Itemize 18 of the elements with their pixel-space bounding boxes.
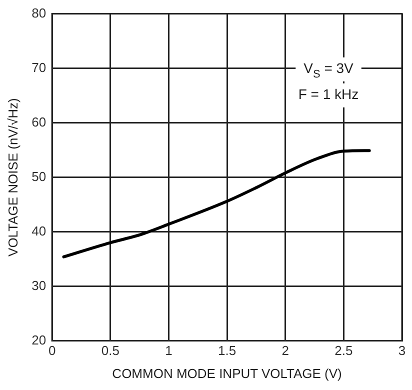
y-tick-label: 50 bbox=[32, 168, 46, 184]
x-axis-title: COMMON MODE INPUT VOLTAGE (V) bbox=[112, 366, 342, 381]
x-tick-label: 0 bbox=[48, 343, 56, 358]
y-tick-label: 40 bbox=[32, 223, 46, 238]
x-tick-label: 1.5 bbox=[218, 343, 236, 358]
y-tick-label: 20 bbox=[32, 332, 46, 348]
x-tick-label: 2.5 bbox=[334, 343, 353, 358]
x-tick-label: 0.5 bbox=[101, 343, 120, 358]
y-tick-label: 70 bbox=[32, 60, 46, 75]
y-tick-label: 80 bbox=[32, 5, 46, 20]
y-tick-label: 30 bbox=[32, 278, 46, 293]
annotation: F = 1 kHz bbox=[298, 86, 359, 102]
x-tick-label: 1 bbox=[165, 343, 172, 358]
x-tick-label: 2 bbox=[282, 343, 289, 358]
y-axis-title: VOLTAGE NOISE (nV/√Hz) bbox=[5, 98, 20, 256]
line-series bbox=[62, 149, 371, 258]
x-tick-label: 3 bbox=[398, 343, 406, 358]
y-tick-label: 60 bbox=[32, 114, 46, 130]
